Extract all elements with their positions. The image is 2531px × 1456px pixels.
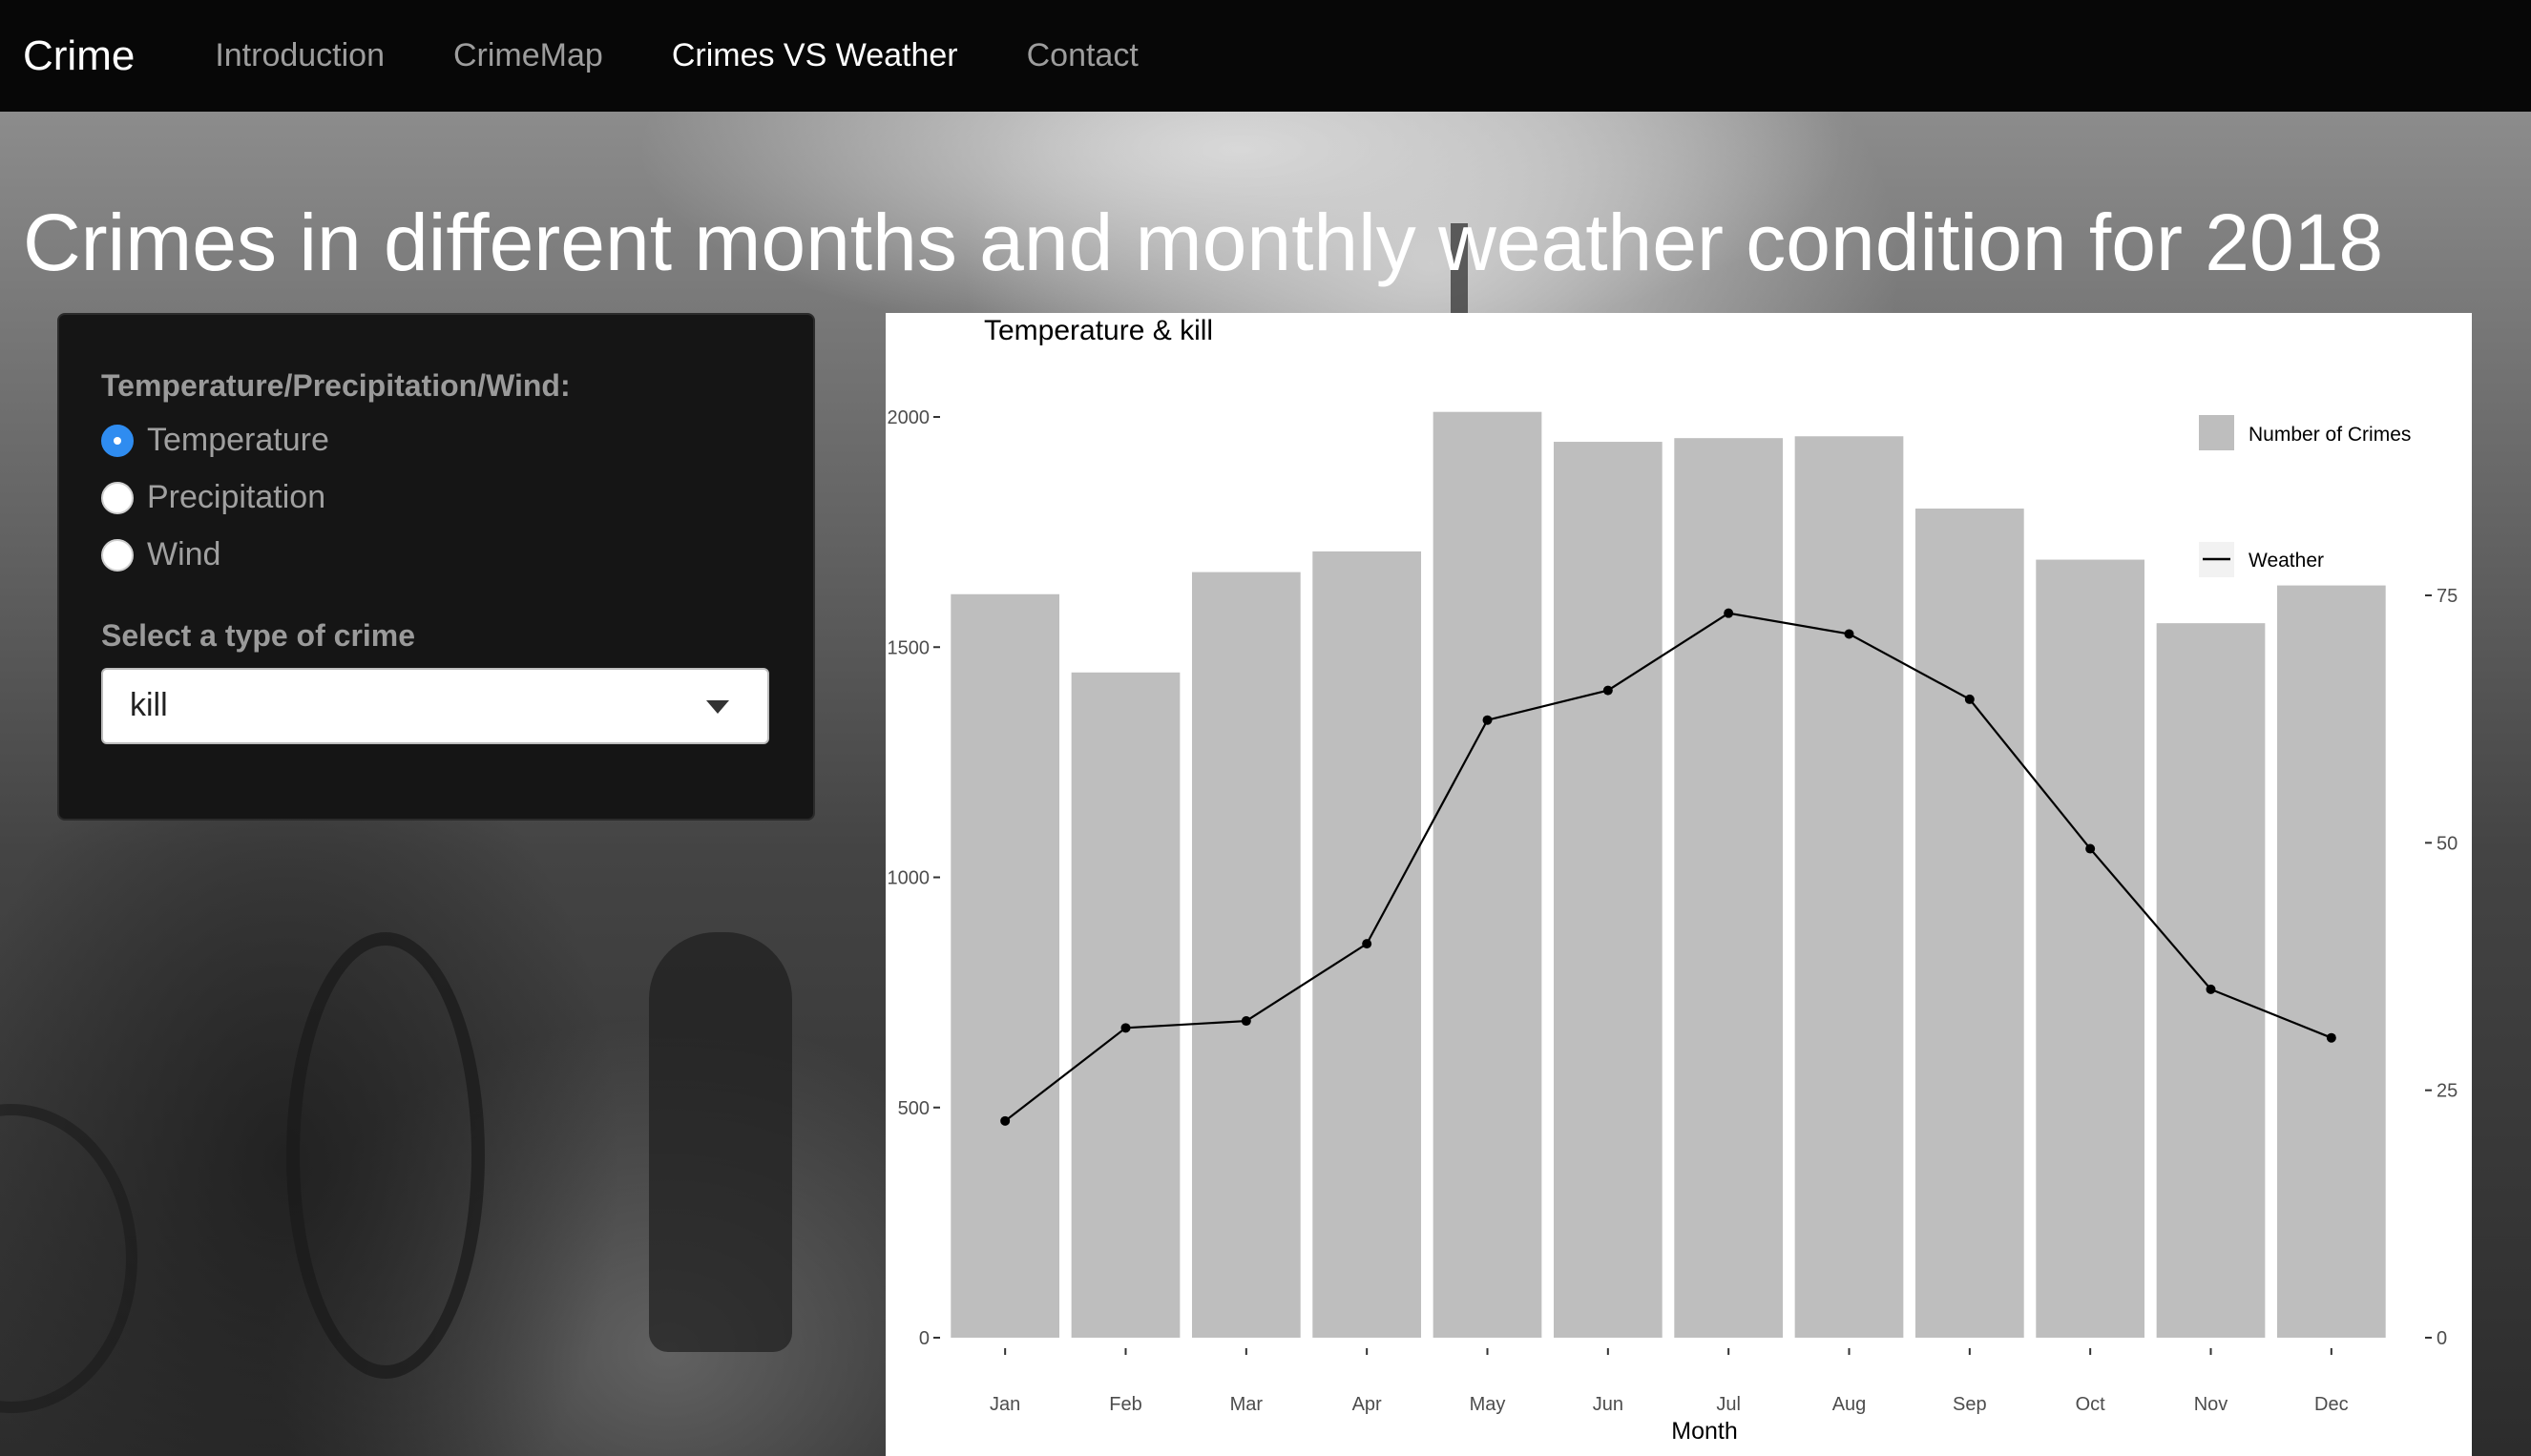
radio-label-wind: Wind [147,536,221,572]
bar-feb [1071,672,1181,1338]
bar-jul [1674,438,1784,1338]
nav-item-crimes-vs-weather[interactable]: Crimes VS Weather [671,37,958,73]
left-tick-label-1500: 1500 [888,637,931,658]
x-tick-label-nov: Nov [2194,1394,2228,1415]
bar-oct [2036,559,2145,1338]
sidebar-panel: Temperature/Precipitation/Wind: Temperat… [57,313,815,821]
legend: Number of Crimes Weather [2199,415,2411,577]
crime-type-select-value: kill [130,687,168,723]
right-tick-label-50: 50 [2437,833,2458,854]
legend-label-weather: Weather [2249,550,2324,572]
line-group [1000,608,2336,1126]
bar-aug [1794,436,1904,1338]
nav-item-crimemap[interactable]: CrimeMap [453,37,603,73]
weather-point-mar [1241,1016,1251,1027]
chart-panel: Temperature & kill 0 500 1000 1500 2000 0 25 5… [886,313,2472,1456]
chart-svg: Temperature & kill 0 500 1000 1500 2000 0 25 5… [888,315,2458,1445]
weather-point-apr [1362,939,1372,949]
right-tick-label-0: 0 [2437,1328,2447,1349]
bars-group [951,411,2386,1338]
radio-button-temperature[interactable] [101,424,134,457]
weather-point-feb [1120,1023,1131,1033]
radio-button-wind[interactable] [101,538,134,572]
bar-jan [951,593,1060,1338]
bar-sep [1914,509,2024,1338]
radio-option-temperature[interactable]: Temperature [101,422,329,459]
navbar-brand[interactable]: Crime [23,31,136,79]
bar-may [1433,411,1542,1338]
left-axis: 0 500 1000 1500 2000 [888,407,940,1349]
legend-swatch-crimes [2199,415,2234,450]
weather-point-dec [2326,1032,2336,1043]
weather-point-nov [2206,984,2216,994]
x-axis: Jan Feb Mar Apr May Jun Jul Aug Sep Oct Nov Dec [990,1348,2349,1415]
x-tick-label-mar: Mar [1230,1394,1264,1415]
bar-jun [1553,442,1663,1338]
bar-dec [2276,585,2386,1338]
legend-label-crimes: Number of Crimes [2249,424,2411,446]
background-carriage-wheel-2 [0,1104,137,1413]
x-tick-label-jan: Jan [990,1394,1020,1415]
chevron-down-icon[interactable] [706,700,729,714]
x-tick-label-dec: Dec [2314,1394,2349,1415]
weather-point-aug [1844,629,1854,639]
x-tick-label-jun: Jun [1593,1394,1623,1415]
x-tick-label-oct: Oct [2076,1394,2106,1415]
x-tick-label-feb: Feb [1109,1394,1141,1415]
chart-title: Temperature & kill [984,315,1213,346]
x-tick-label-jul: Jul [1716,1394,1741,1415]
weather-point-jun [1602,685,1613,696]
left-tick-label-2000: 2000 [888,407,931,428]
nav-item-contact[interactable]: Contact [1026,37,1139,73]
radio-option-precipitation[interactable]: Precipitation [101,479,325,516]
bar-nov [2156,623,2266,1338]
radio-button-precipitation[interactable] [101,481,134,514]
crime-type-select-label: Select a type of crime [101,618,416,653]
left-tick-label-1000: 1000 [888,868,931,889]
left-tick-label-500: 500 [898,1098,930,1119]
radio-label-temperature: Temperature [147,422,329,458]
weather-line [1004,612,2332,1122]
radio-label-precipitation: Precipitation [147,479,326,515]
weather-radio-group-label: Temperature/Precipitation/Wind: [101,368,571,403]
x-tick-label-sep: Sep [1953,1394,1987,1415]
right-tick-label-75: 75 [2437,586,2458,607]
navbar: Crime Introduction CrimeMap Crimes VS We… [0,0,2531,112]
left-tick-label-0: 0 [919,1328,930,1349]
page-title: Crimes in different months and monthly w… [23,198,2384,287]
x-axis-title: Month [1671,1418,1737,1445]
background-figure [649,932,792,1352]
x-tick-label-aug: Aug [1832,1394,1867,1415]
radio-option-wind[interactable]: Wind [101,536,220,573]
background-carriage-wheel [286,932,485,1379]
right-axis: 0 25 50 75 [2425,586,2458,1349]
weather-point-jan [1000,1115,1011,1126]
right-tick-label-25: 25 [2437,1081,2458,1102]
weather-point-sep [1964,694,1975,704]
bar-mar [1191,572,1301,1338]
weather-point-oct [2085,843,2096,854]
nav-item-introduction[interactable]: Introduction [215,37,385,73]
crime-type-select[interactable]: kill [101,668,769,744]
x-tick-label-apr: Apr [1352,1394,1382,1415]
weather-point-may [1482,715,1493,725]
weather-point-jul [1724,608,1734,618]
x-tick-label-may: May [1470,1394,1506,1415]
